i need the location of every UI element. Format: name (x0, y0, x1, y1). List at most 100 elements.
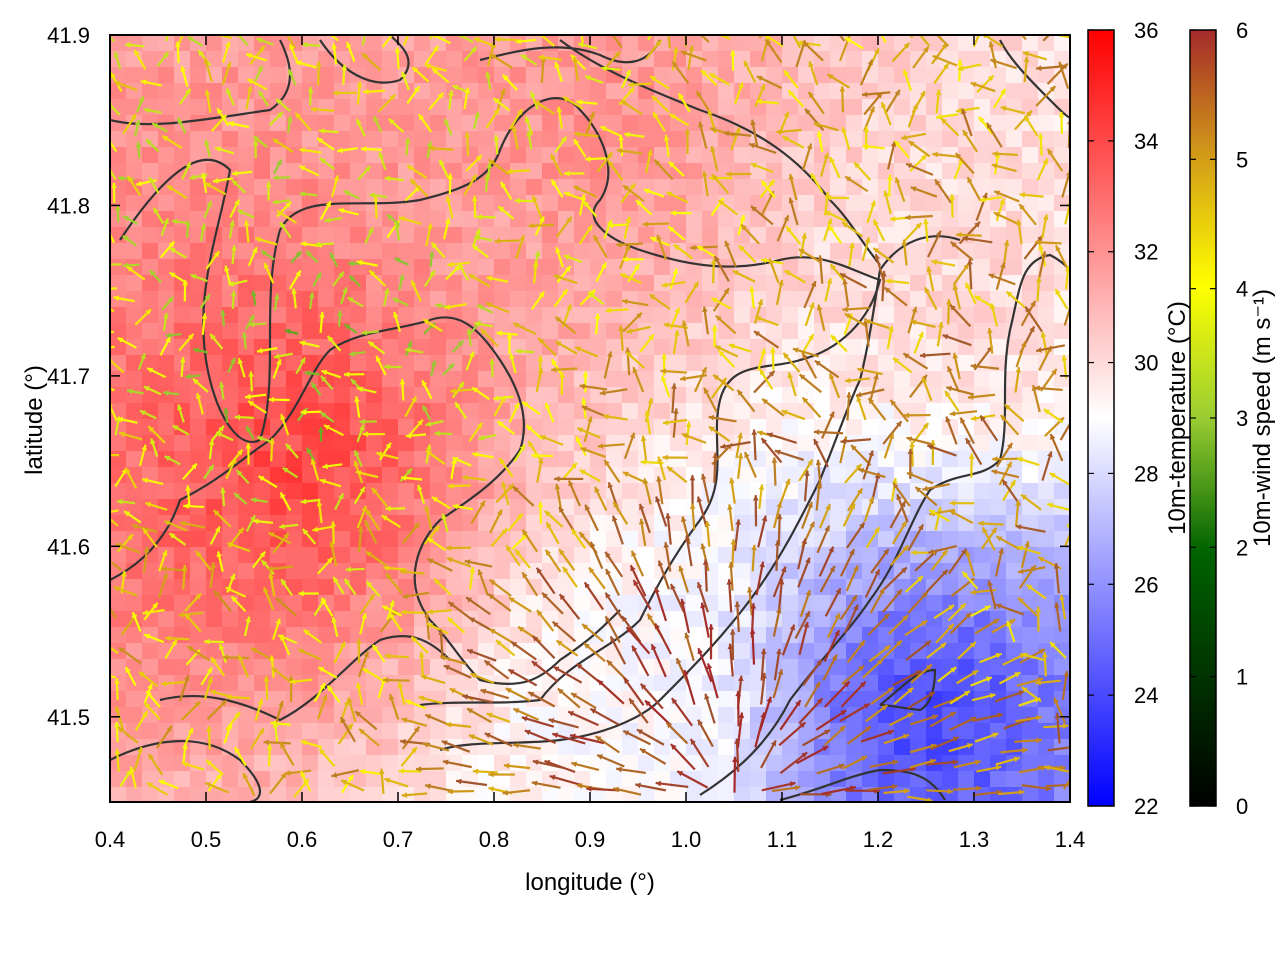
heatmap-cell (462, 51, 479, 68)
heatmap-cell (270, 499, 287, 516)
heatmap-cell (734, 195, 751, 212)
heatmap-cell (878, 499, 895, 516)
heatmap-cell (590, 611, 607, 628)
heatmap-cell (814, 403, 831, 420)
heatmap-cell (430, 483, 447, 500)
heatmap-cell (430, 787, 447, 802)
heatmap-cell (478, 195, 495, 212)
heatmap-cell (110, 387, 127, 404)
heatmap-cell (158, 499, 175, 516)
heatmap-cell (382, 739, 399, 756)
heatmap-cell (606, 35, 623, 52)
heatmap-cell (206, 595, 223, 612)
heatmap-cell (494, 35, 511, 52)
heatmap-cell (190, 259, 207, 276)
heatmap-cell (478, 387, 495, 404)
heatmap-cell (654, 787, 671, 802)
heatmap-cell (382, 723, 399, 740)
heatmap-cell (254, 307, 271, 324)
heatmap-cell (830, 179, 847, 196)
heatmap-cell (542, 483, 559, 500)
heatmap-cell (126, 163, 143, 180)
heatmap-cell (1038, 179, 1055, 196)
heatmap-cell (334, 563, 351, 580)
heatmap-cell (654, 211, 671, 228)
heatmap-cell (542, 643, 559, 660)
heatmap-cell (462, 419, 479, 436)
heatmap-cell (398, 579, 415, 596)
heatmap-cell (110, 627, 127, 644)
heatmap-cell (686, 179, 703, 196)
colorbar-tick-label: 32 (1134, 240, 1158, 265)
heatmap-cell (958, 195, 975, 212)
heatmap-cell (654, 35, 671, 52)
heatmap-cell (366, 179, 383, 196)
heatmap-cell (318, 371, 335, 388)
heatmap-cell (782, 307, 799, 324)
heatmap-cell (990, 675, 1007, 692)
heatmap-cell (318, 787, 335, 802)
heatmap-cell (254, 131, 271, 148)
heatmap-cell (366, 387, 383, 404)
heatmap-cell (382, 307, 399, 324)
heatmap-cell (382, 531, 399, 548)
heatmap-cell (126, 451, 143, 468)
heatmap-cell (814, 371, 831, 388)
heatmap-cell (942, 595, 959, 612)
heatmap-cell (334, 403, 351, 420)
heatmap-cell (366, 51, 383, 68)
heatmap-cell (382, 115, 399, 132)
heatmap-cell (430, 339, 447, 356)
heatmap-cell (750, 771, 767, 788)
heatmap-cell (446, 147, 463, 164)
heatmap-cell (590, 243, 607, 260)
heatmap-cell (478, 83, 495, 100)
heatmap-cell (334, 99, 351, 116)
heatmap-cell (158, 403, 175, 420)
heatmap-cell (990, 323, 1007, 340)
heatmap-cell (1038, 291, 1055, 308)
heatmap-cell (382, 131, 399, 148)
heatmap-cell (526, 419, 543, 436)
heatmap-cell (670, 355, 687, 372)
heatmap-cell (334, 755, 351, 772)
heatmap-cell (286, 451, 303, 468)
heatmap-cell (910, 147, 927, 164)
heatmap-cell (110, 99, 127, 116)
heatmap-cell (126, 275, 143, 292)
heatmap-cell (414, 115, 431, 132)
heatmap-cell (110, 131, 127, 148)
heatmap-cell (606, 179, 623, 196)
heatmap-cell (926, 131, 943, 148)
heatmap-cell (350, 483, 367, 500)
heatmap-cell (334, 627, 351, 644)
heatmap-cell (366, 739, 383, 756)
heatmap-cell (622, 579, 639, 596)
heatmap-cell (126, 227, 143, 244)
heatmap-cell (990, 499, 1007, 516)
heatmap-cell (862, 163, 879, 180)
heatmap-cell (142, 259, 159, 276)
heatmap-cell (590, 691, 607, 708)
heatmap-cell (158, 259, 175, 276)
heatmap-cell (878, 51, 895, 68)
heatmap-cell (110, 115, 127, 132)
heatmap-cell (174, 547, 191, 564)
heatmap-cell (830, 531, 847, 548)
heatmap-cell (142, 51, 159, 68)
heatmap-cell (110, 419, 127, 436)
heatmap-cell (942, 83, 959, 100)
heatmap-cell (318, 195, 335, 212)
heatmap-cell (366, 611, 383, 628)
heatmap-cell (814, 547, 831, 564)
heatmap-cell (174, 595, 191, 612)
heatmap-cell (510, 291, 527, 308)
heatmap-cell (926, 83, 943, 100)
heatmap-cell (206, 691, 223, 708)
heatmap-cell (126, 643, 143, 660)
heatmap-cell (494, 435, 511, 452)
heatmap-cell (526, 163, 543, 180)
heatmap-cell (270, 51, 287, 68)
heatmap-cell (190, 675, 207, 692)
heatmap-cell (174, 147, 191, 164)
